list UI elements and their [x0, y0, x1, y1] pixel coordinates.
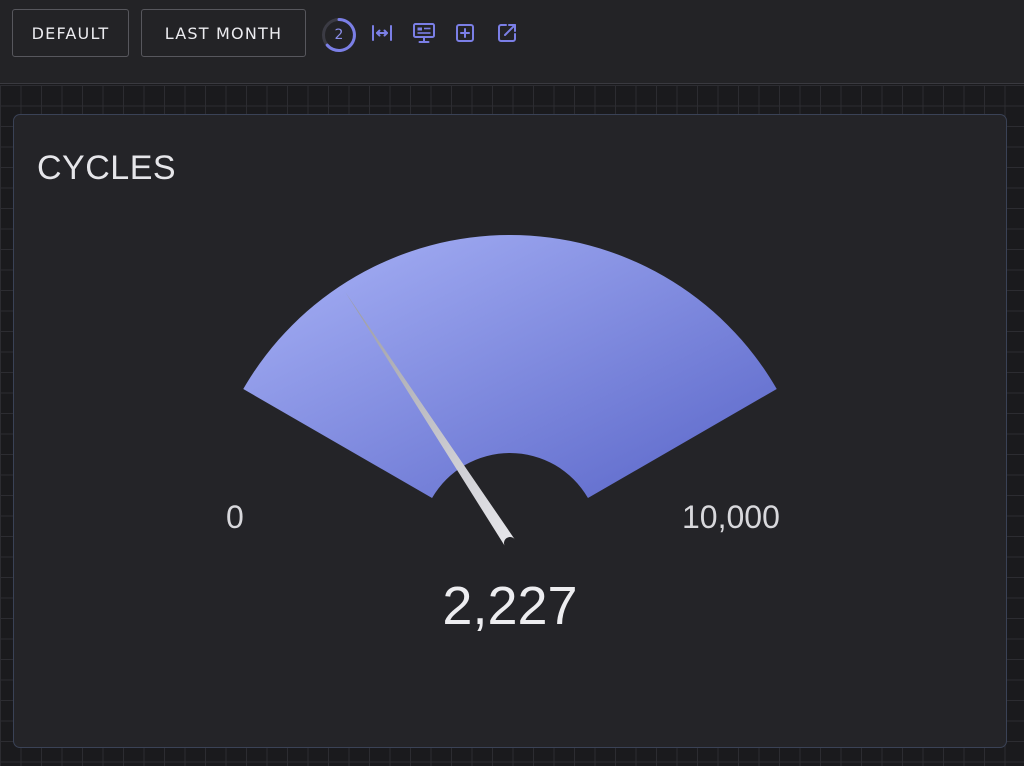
refresh-counter[interactable]: 2	[320, 16, 358, 54]
panel-title: CYCLES	[37, 149, 177, 187]
gauge-panel[interactable]: CYCLES 0 10,000 2,227	[13, 114, 1007, 748]
default-button[interactable]: DEFAULT	[12, 9, 129, 57]
toolbar: DEFAULT LAST MONTH 2	[0, 0, 1024, 84]
gauge-arc	[243, 235, 777, 498]
gauge-min-label: 0	[226, 499, 244, 535]
gauge-value: 2,227	[442, 576, 578, 636]
open-external-icon[interactable]	[492, 18, 522, 48]
gauge-chart	[243, 235, 777, 547]
fit-width-icon[interactable]	[367, 18, 397, 48]
refresh-ring-icon	[322, 18, 356, 52]
gauge-needle	[345, 292, 516, 547]
refresh-count: 2	[334, 27, 344, 43]
presentation-icon[interactable]	[409, 18, 439, 48]
gauge-max-label: 10,000	[682, 499, 780, 535]
time-range-button[interactable]: LAST MONTH	[141, 9, 306, 57]
add-panel-icon[interactable]	[450, 18, 480, 48]
